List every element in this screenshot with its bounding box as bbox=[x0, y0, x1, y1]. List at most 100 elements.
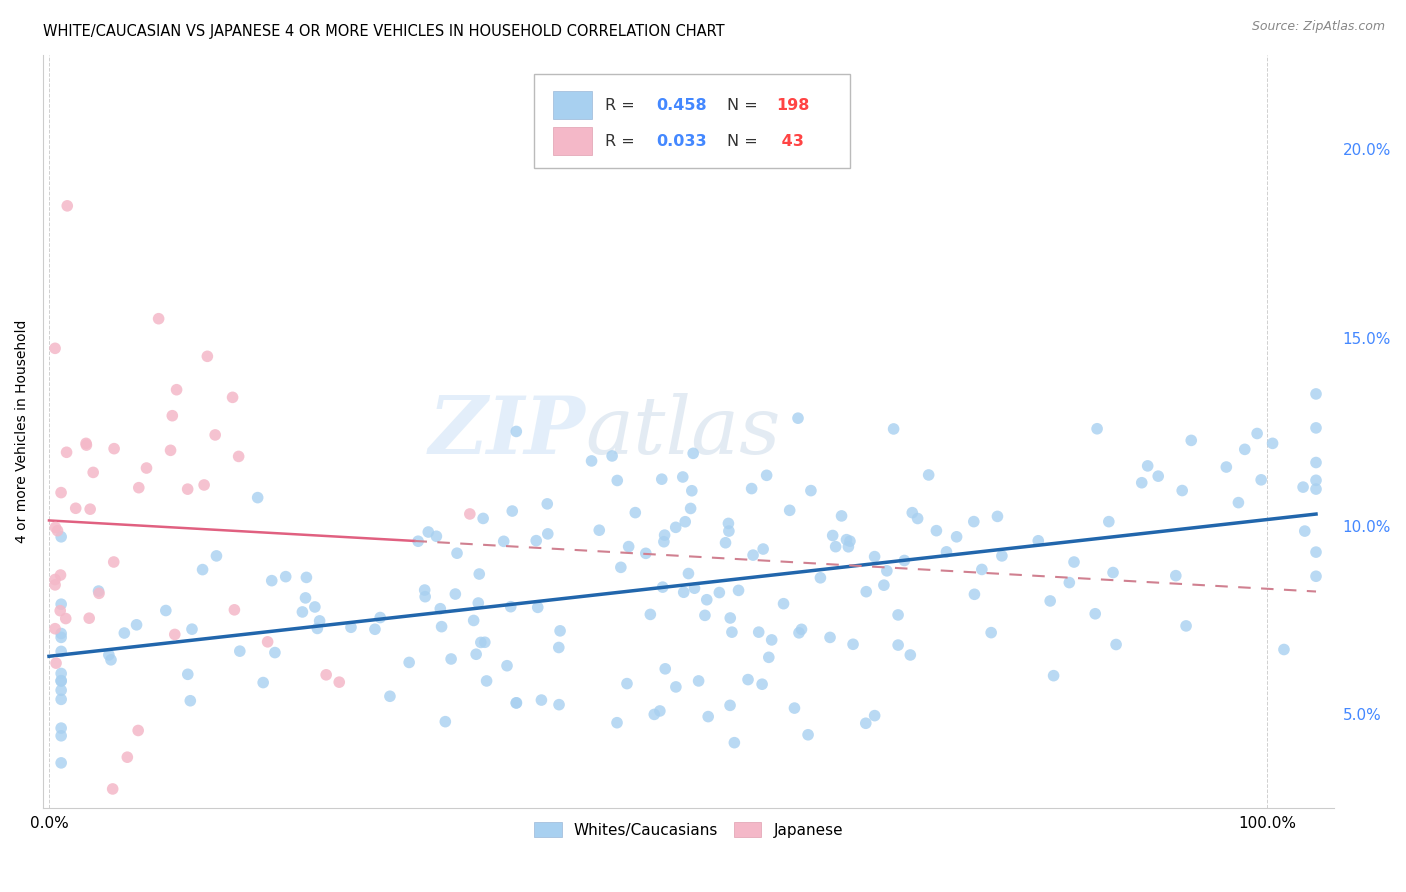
Point bbox=[681, 483, 703, 498]
Point bbox=[1042, 668, 1064, 682]
Point bbox=[228, 450, 250, 464]
Point bbox=[643, 707, 665, 722]
Point bbox=[463, 614, 485, 628]
Point bbox=[492, 534, 515, 549]
Point bbox=[1305, 569, 1327, 583]
Point bbox=[176, 482, 198, 496]
Point bbox=[465, 647, 488, 661]
Point bbox=[1305, 421, 1327, 435]
Point bbox=[652, 534, 675, 549]
Point bbox=[505, 425, 527, 439]
Point bbox=[1171, 483, 1194, 498]
Text: 43: 43 bbox=[776, 134, 804, 149]
Point bbox=[475, 673, 498, 688]
Point bbox=[315, 668, 337, 682]
Point bbox=[654, 528, 676, 542]
Point bbox=[51, 597, 73, 611]
Point bbox=[963, 515, 986, 529]
Point bbox=[1292, 480, 1315, 494]
Point bbox=[135, 461, 157, 475]
Point bbox=[835, 533, 858, 547]
Point bbox=[51, 756, 73, 770]
Point bbox=[55, 611, 77, 625]
Point bbox=[496, 658, 519, 673]
Point bbox=[1305, 387, 1327, 401]
Point bbox=[418, 524, 440, 539]
Point bbox=[45, 656, 67, 670]
Point bbox=[1233, 442, 1256, 457]
Point bbox=[783, 701, 806, 715]
Point bbox=[221, 390, 243, 404]
Point bbox=[727, 583, 749, 598]
Point bbox=[837, 540, 859, 554]
Point bbox=[505, 696, 527, 710]
Point bbox=[304, 599, 326, 614]
Point bbox=[751, 677, 773, 691]
Point bbox=[752, 542, 775, 557]
Point bbox=[898, 648, 921, 662]
Point bbox=[697, 709, 720, 723]
Point bbox=[51, 683, 73, 698]
Point bbox=[413, 590, 436, 604]
Point bbox=[413, 582, 436, 597]
Point bbox=[714, 535, 737, 549]
Point bbox=[526, 600, 548, 615]
Point bbox=[51, 674, 73, 689]
Point bbox=[709, 585, 731, 599]
Point bbox=[648, 704, 671, 718]
Point bbox=[501, 504, 523, 518]
Point bbox=[148, 311, 170, 326]
Legend: Whites/Caucasians, Japanese: Whites/Caucasians, Japanese bbox=[527, 814, 851, 846]
Point bbox=[499, 599, 522, 614]
Point bbox=[46, 524, 69, 538]
Point bbox=[97, 648, 120, 662]
Point bbox=[682, 446, 704, 460]
Point bbox=[406, 534, 429, 549]
Point bbox=[986, 509, 1008, 524]
Point bbox=[672, 470, 695, 484]
Point bbox=[640, 607, 662, 622]
Point bbox=[1059, 575, 1081, 590]
FancyBboxPatch shape bbox=[553, 127, 592, 155]
Point bbox=[446, 546, 468, 560]
Point bbox=[672, 585, 695, 599]
Point bbox=[430, 620, 453, 634]
Point bbox=[548, 624, 571, 638]
Point bbox=[49, 604, 72, 618]
Point bbox=[1227, 495, 1250, 509]
Point bbox=[103, 442, 125, 456]
Point bbox=[606, 715, 628, 730]
Point bbox=[307, 622, 329, 636]
Point bbox=[467, 596, 489, 610]
Point bbox=[918, 467, 941, 482]
Point bbox=[82, 466, 104, 480]
Point bbox=[787, 411, 810, 425]
Point bbox=[162, 409, 184, 423]
Point bbox=[474, 635, 496, 649]
Point bbox=[1305, 456, 1327, 470]
Point bbox=[378, 690, 401, 704]
Text: WHITE/CAUCASIAN VS JAPANESE 4 OR MORE VEHICLES IN HOUSEHOLD CORRELATION CHART: WHITE/CAUCASIAN VS JAPANESE 4 OR MORE VE… bbox=[44, 24, 724, 39]
Point bbox=[204, 428, 226, 442]
Point bbox=[963, 587, 986, 601]
Point bbox=[748, 625, 770, 640]
Point bbox=[588, 523, 610, 537]
Point bbox=[893, 553, 915, 567]
Point bbox=[100, 653, 122, 667]
Point bbox=[800, 483, 823, 498]
Point bbox=[718, 611, 741, 625]
Point bbox=[295, 570, 318, 584]
Point bbox=[101, 781, 124, 796]
Point bbox=[56, 199, 79, 213]
Point bbox=[163, 627, 186, 641]
Point bbox=[1305, 473, 1327, 487]
Point bbox=[177, 667, 200, 681]
Point bbox=[444, 587, 467, 601]
Point bbox=[616, 676, 638, 690]
Point bbox=[1305, 482, 1327, 496]
Point bbox=[1147, 469, 1170, 483]
Point bbox=[1136, 458, 1159, 473]
Point bbox=[294, 591, 316, 605]
Point bbox=[87, 586, 110, 600]
Point bbox=[193, 478, 215, 492]
